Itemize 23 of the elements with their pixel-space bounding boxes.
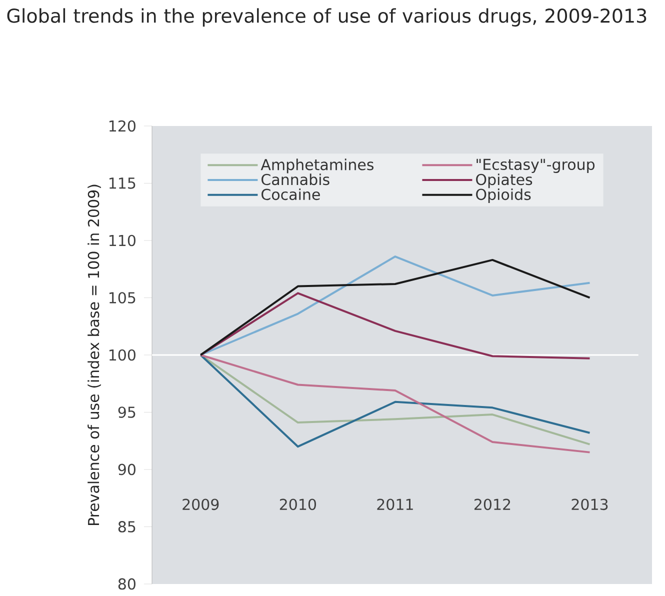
- x-tick-label: 2009: [182, 498, 219, 510]
- legend-label: "Ecstasy"-group: [476, 158, 595, 173]
- legend-label: Amphetamines: [260, 158, 374, 174]
- y-tick-label: 115: [109, 178, 136, 189]
- legend-label: Cannabis: [262, 174, 330, 186]
- legend-label: Opioids: [476, 188, 531, 203]
- y-tick-label: 80: [118, 578, 136, 590]
- y-tick-label: 100: [109, 349, 136, 361]
- chart-title: Global trends in the prevalence of use of various drugs, 2009-2013: [7, 8, 646, 27]
- y-tick-label: 85: [118, 521, 136, 532]
- y-tick-label: 110: [109, 234, 136, 246]
- y-tick-label: 95: [118, 406, 136, 418]
- x-tick-label: 2013: [572, 498, 608, 510]
- legend-label: Opiates: [476, 174, 532, 188]
- x-tick-label: 2012: [474, 498, 510, 510]
- line-series: [200, 292, 591, 360]
- y-axis-title: Prevalence of use (index base = 100 in 2009): [88, 184, 101, 526]
- y-tick-label: 120: [109, 120, 136, 132]
- y-tick-label: 90: [118, 464, 136, 476]
- x-tick-label: 2011: [377, 498, 413, 510]
- x-tick-label: 2010: [280, 498, 316, 510]
- legend-label: Cocaine: [262, 188, 320, 200]
- y-tick-label: 105: [109, 292, 136, 304]
